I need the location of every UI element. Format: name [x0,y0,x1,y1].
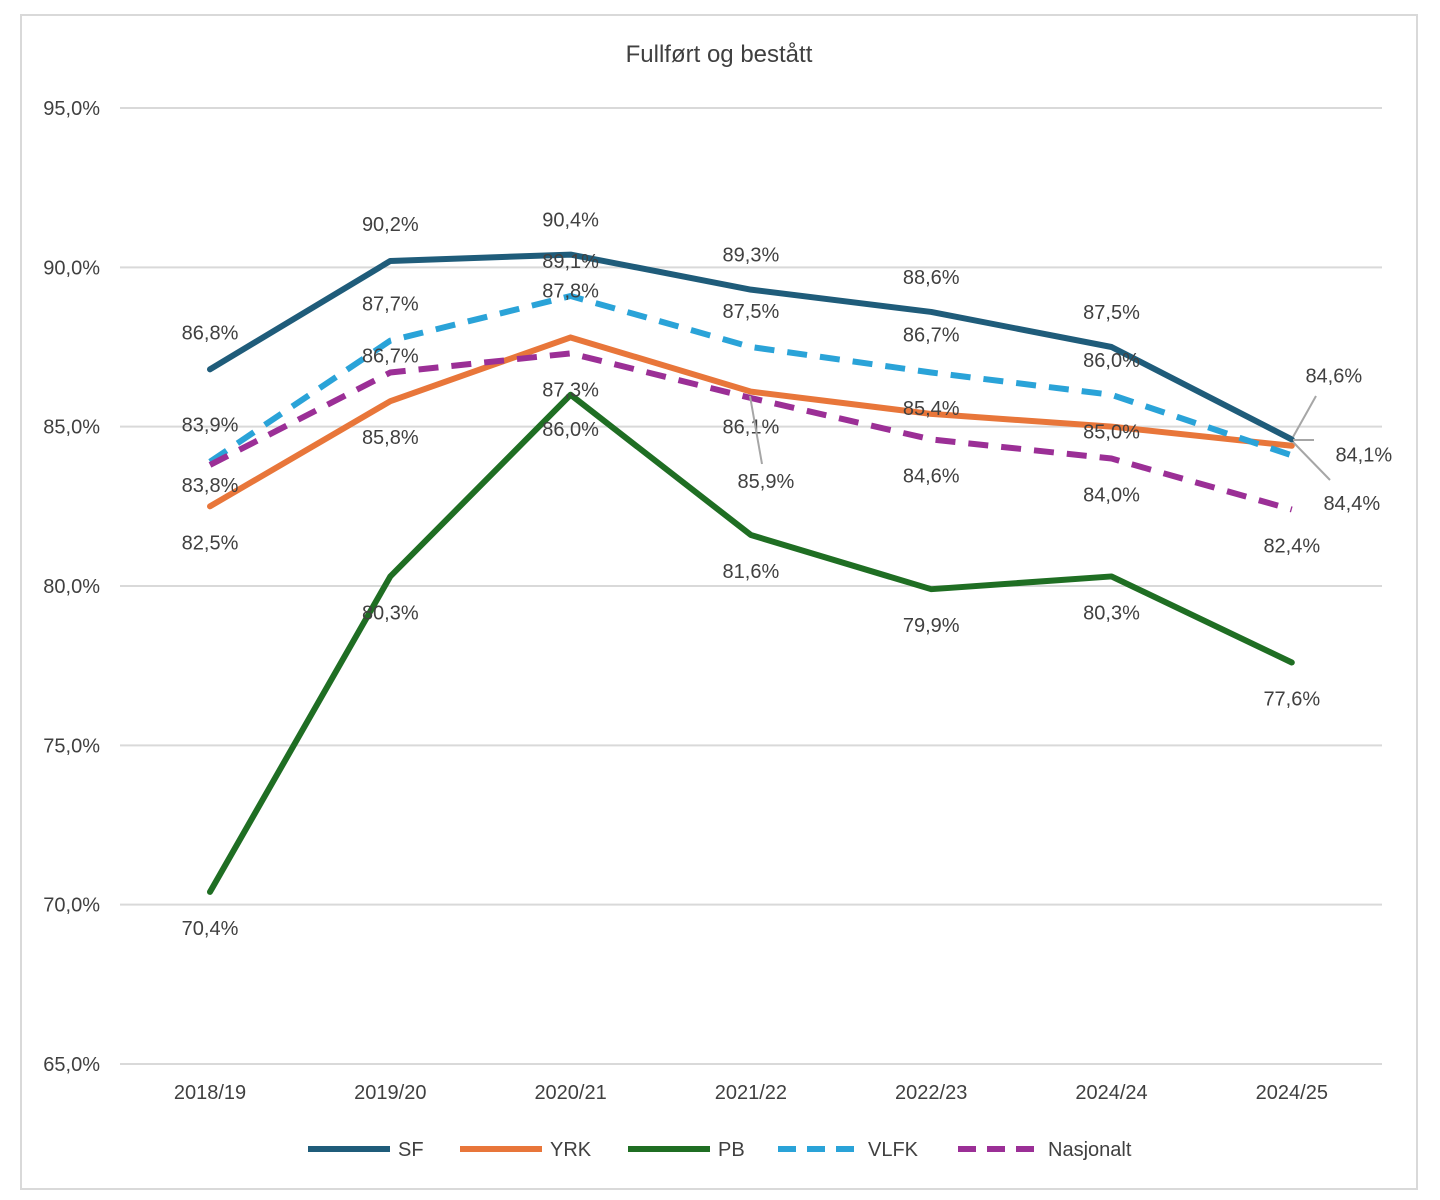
series-line-yrk [207,334,1295,510]
series-line-vlfk [208,293,1293,465]
data-label-yrk: 86,1% [723,417,780,439]
chart-title: Fullført og bestått [626,41,813,68]
data-label-sf: 84,6% [1305,365,1362,387]
series-line-pb [207,391,1295,895]
data-label-vlfk: 87,5% [723,301,780,323]
data-label-pb: 77,6% [1263,688,1320,710]
data-label-vlfk: 86,7% [903,324,960,346]
leader-line [1292,441,1331,481]
data-label-vlfk: 86,0% [1083,350,1140,372]
data-label-sf: 90,4% [542,210,599,232]
data-label-pb: 81,6% [723,561,780,583]
data-label-nasjonalt: 83,8% [182,475,239,497]
data-label-yrk: 85,4% [903,398,960,420]
data-label-sf: 88,6% [903,267,960,289]
series-line-sf [207,251,1295,443]
data-label-nasjonalt: 85,9% [738,471,795,493]
data-label-vlfk: 84,1% [1335,444,1392,466]
y-tick-label: 70,0% [43,895,100,917]
y-tick-label: 90,0% [43,257,100,279]
data-label-sf: 90,2% [362,214,419,236]
x-tick-label: 2024/24 [1075,1082,1147,1104]
x-tick-label: 2019/20 [354,1082,426,1104]
x-tick-label: 2024/25 [1256,1082,1328,1104]
chart-frame [20,14,1418,1190]
data-label-sf: 87,5% [1083,302,1140,324]
series-lines [207,251,1295,895]
y-tick-label: 95,0% [43,98,100,120]
data-label-sf: 86,8% [182,322,239,344]
data-label-nasjonalt: 84,6% [903,465,960,487]
data-label-yrk: 87,8% [542,280,599,302]
x-tick-label: 2020/21 [534,1082,606,1104]
x-tick-label: 2022/23 [895,1082,967,1104]
data-label-nasjonalt: 86,7% [362,345,419,367]
leader-line [1292,395,1317,438]
y-axis-ticks: 65,0% 70,0% 75,0% 80,0% 85,0% 90,0% 95,0% [43,98,100,1076]
data-label-yrk: 82,5% [182,532,239,554]
data-label-pb: 79,9% [903,615,960,637]
data-label-vlfk: 89,1% [542,251,599,273]
data-label-nasjonalt: 82,4% [1263,536,1320,558]
leader-line [749,395,763,465]
legend-label-pb: PB [718,1139,745,1161]
x-tick-label: 2021/22 [715,1082,787,1104]
data-label-pb: 86,0% [542,419,599,441]
data-label-pb: 70,4% [182,918,239,940]
data-label-sf: 89,3% [723,245,780,267]
data-labels: 86,8% 90,2% 90,4% 89,3% 88,6% 87,5% 84,6% 82,5%… [182,210,1393,940]
data-label-pb: 80,3% [1083,602,1140,624]
legend: SF YRK PB VLFK Nasjonalt [308,1139,1132,1161]
data-label-vlfk: 87,7% [362,294,419,316]
y-tick-label: 80,0% [43,576,100,598]
legend-label-sf: SF [398,1139,424,1161]
legend-label-vlfk: VLFK [868,1139,919,1161]
data-label-yrk: 85,0% [1083,422,1140,444]
legend-label-nasjonalt: Nasjonalt [1048,1139,1132,1161]
gridlines [120,107,1382,1065]
x-axis-ticks: 2018/19 2019/20 2020/21 2021/22 2022/23 2024/… [174,1082,1328,1104]
y-tick-label: 85,0% [43,417,100,439]
data-label-vlfk: 83,9% [182,415,239,437]
x-tick-label: 2018/19 [174,1082,246,1104]
data-label-nasjonalt: 87,3% [542,379,599,401]
y-tick-label: 75,0% [43,735,100,757]
y-tick-label: 65,0% [43,1054,100,1076]
data-label-yrk: 84,4% [1323,493,1380,515]
data-label-pb: 80,3% [362,602,419,624]
legend-label-yrk: YRK [550,1139,592,1161]
data-label-nasjonalt: 84,0% [1083,485,1140,507]
data-label-yrk: 85,8% [362,427,419,449]
